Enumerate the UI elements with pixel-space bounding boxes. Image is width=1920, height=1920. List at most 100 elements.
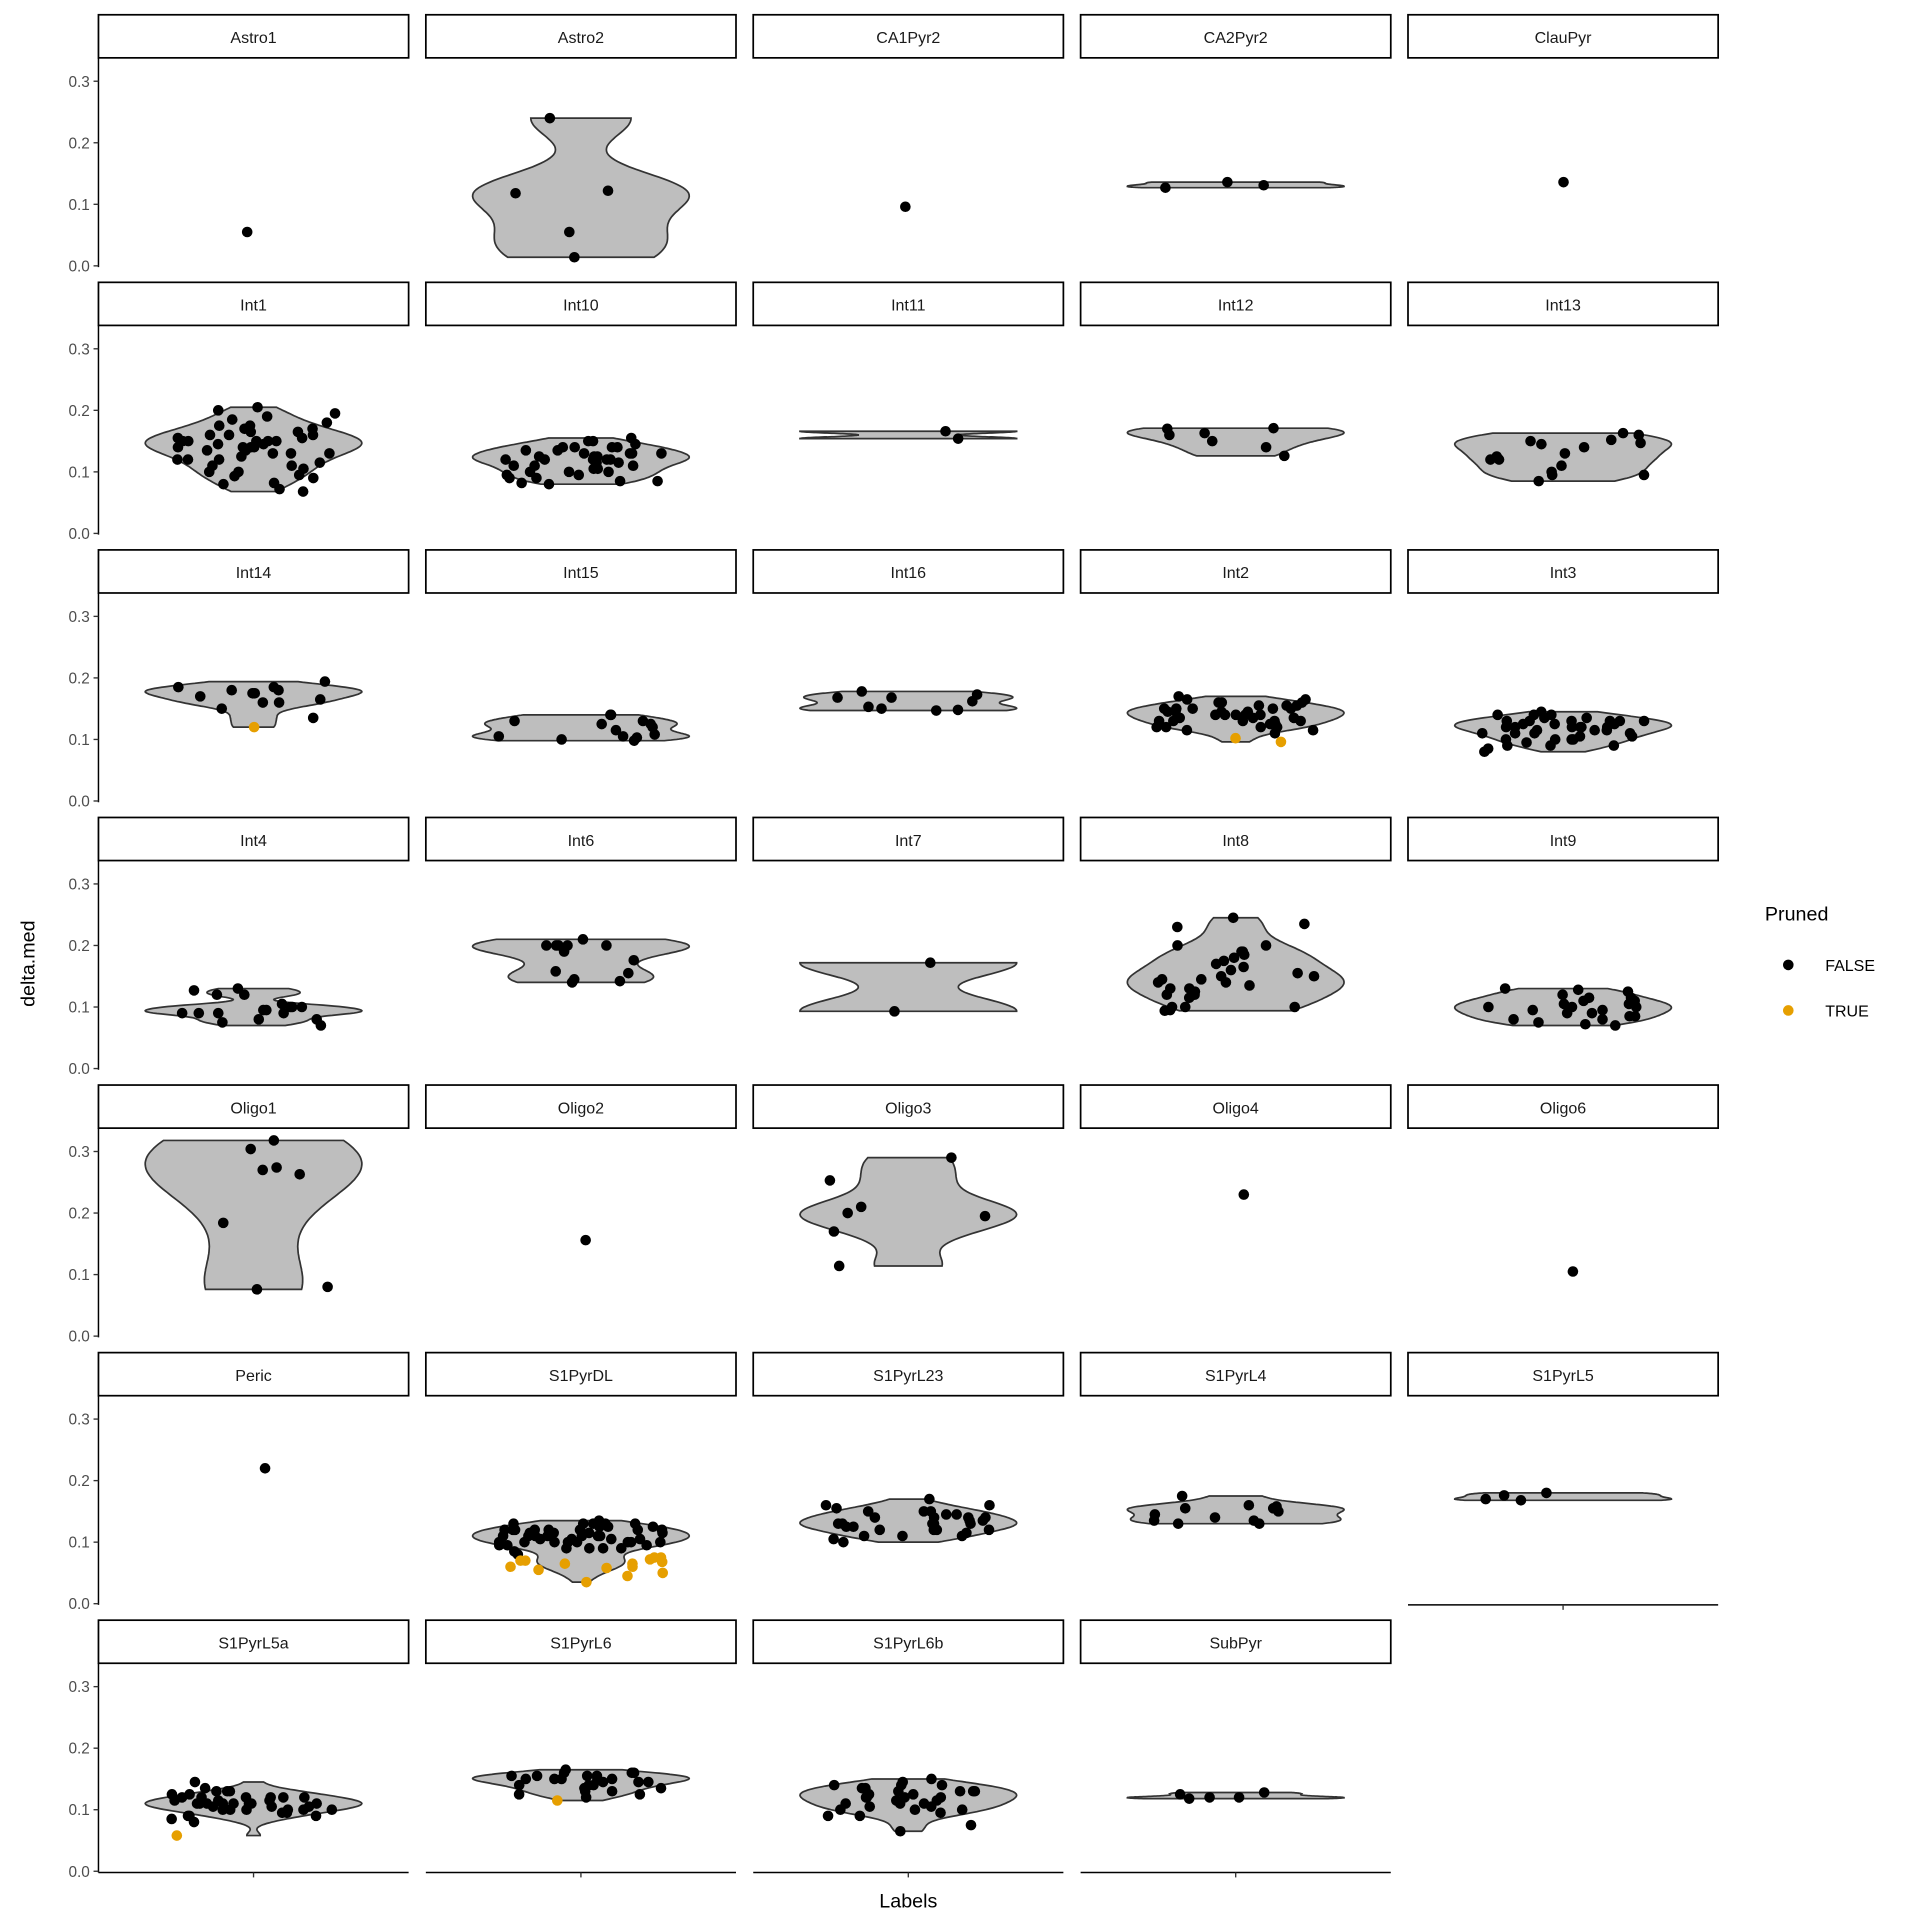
point-false [1292, 967, 1303, 979]
panel-CA2Pyr2: CA2Pyr2 [1079, 13, 1392, 193]
panel-Int8: Int8 [1079, 816, 1392, 1016]
point-false [1525, 435, 1536, 447]
panel-Int7: Int7 [752, 816, 1065, 1017]
point-false [626, 448, 638, 459]
point-false [848, 1521, 859, 1533]
point-false [584, 1543, 595, 1554]
strip-label: CA1Pyr2 [876, 30, 940, 47]
panel-ClauPyr: ClauPyr [1407, 13, 1720, 188]
point-false [549, 1773, 560, 1785]
strip-label: Oligo6 [1540, 1100, 1586, 1117]
point-false [1172, 940, 1183, 951]
panel-Int15: Int15 [424, 549, 737, 746]
point-false [860, 1792, 872, 1803]
point-false [199, 1782, 211, 1794]
point-false [627, 460, 639, 472]
point-false [1578, 441, 1590, 453]
point-false [1299, 918, 1310, 930]
point-false [637, 715, 649, 727]
point-false [832, 692, 843, 703]
point-false [311, 1798, 322, 1809]
point-false [1561, 1007, 1573, 1019]
point-false [173, 681, 184, 693]
y-axis-title: delta.med [17, 920, 39, 1006]
violin [799, 961, 1018, 1013]
point-false [531, 472, 542, 484]
point-false [967, 696, 978, 707]
point-false [605, 709, 617, 721]
strip-box [1079, 1084, 1392, 1129]
point-false [1195, 974, 1207, 985]
point-false [889, 1006, 900, 1017]
point-false [509, 715, 520, 727]
point-false [1254, 1518, 1265, 1529]
point-false [940, 425, 951, 437]
point-false [1572, 984, 1584, 996]
point-false [500, 454, 511, 465]
point-false [207, 1801, 219, 1812]
point-false [612, 441, 623, 453]
point-true [533, 1564, 544, 1576]
point-false [213, 420, 225, 432]
legend-label-false: FALSE [1825, 958, 1875, 975]
y-tick-label: 0.3 [68, 74, 89, 91]
point-false [918, 1506, 930, 1517]
point-false [1568, 734, 1579, 745]
point-false [211, 1785, 222, 1797]
y-tick-label: 0.0 [68, 1061, 89, 1078]
panel-Oligo2: Oligo2 [424, 1084, 737, 1246]
point-false [211, 989, 223, 1000]
strip-box [1079, 13, 1392, 59]
point-false [964, 1515, 975, 1526]
point-false [581, 1770, 593, 1782]
point-false [556, 734, 567, 745]
point-false [983, 1524, 995, 1536]
point-false [501, 469, 513, 481]
point-false [1485, 454, 1496, 465]
point-false [1270, 718, 1281, 730]
point-false [1183, 992, 1195, 1004]
point-false [1210, 709, 1221, 721]
point-false [248, 441, 260, 453]
point-false [223, 429, 235, 441]
point-false [606, 1785, 618, 1797]
point-false [1238, 1189, 1250, 1200]
point-false [299, 1792, 310, 1803]
strip-label: S1PyrL23 [873, 1368, 943, 1385]
point-false [587, 454, 599, 465]
point-false [610, 724, 622, 736]
point-false [1480, 1493, 1492, 1505]
point-false [552, 445, 563, 456]
point-false [1576, 721, 1587, 733]
point-false [616, 1543, 627, 1554]
point-false [1179, 1001, 1191, 1013]
point-false [1174, 712, 1186, 724]
strip-label: Int10 [563, 298, 599, 315]
point-false [240, 1792, 252, 1803]
point-false [564, 226, 575, 238]
panel-Int10: Int10 [424, 281, 737, 490]
point-false [863, 701, 874, 713]
point-false [596, 718, 608, 730]
strip-box [1407, 816, 1720, 862]
point-false [543, 478, 555, 490]
point-false [629, 1518, 641, 1529]
point-false [828, 1779, 840, 1791]
point-false [1281, 700, 1292, 711]
point-false [899, 1792, 910, 1803]
strip-box [752, 281, 1065, 327]
point-false [259, 1463, 271, 1474]
point-false [1638, 715, 1650, 727]
point-false [264, 1795, 275, 1806]
point-false [1624, 728, 1636, 739]
y-tick-label: 0.1 [68, 464, 89, 481]
point-false [1258, 179, 1270, 191]
point-false [194, 1798, 206, 1809]
y-tick-label: 0.3 [68, 1679, 89, 1696]
strip-label: Int8 [1222, 833, 1249, 850]
strip-box [1079, 549, 1392, 594]
point-false [1148, 1515, 1160, 1526]
point-false [858, 1530, 870, 1542]
point-false [952, 704, 964, 716]
